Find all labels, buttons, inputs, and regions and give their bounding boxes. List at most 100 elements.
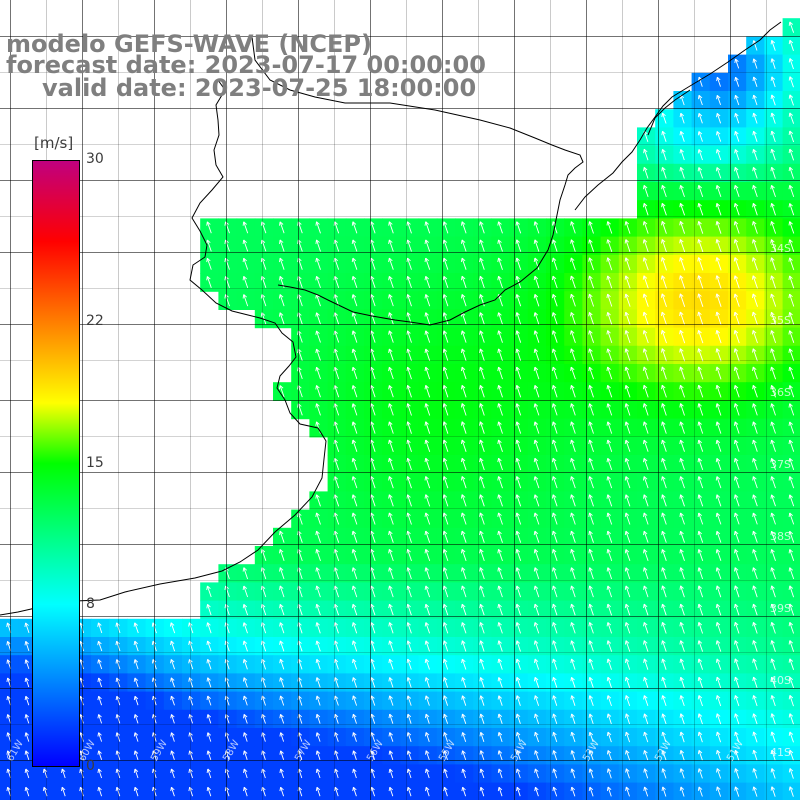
wind-arrow: [770, 221, 777, 234]
wind-arrow: [497, 658, 503, 670]
wind-arrow: [333, 257, 340, 270]
wind-arrow: [643, 658, 649, 670]
wind-arrow: [115, 622, 121, 634]
wind-arrow: [406, 257, 412, 270]
wind-arrow: [133, 622, 139, 634]
wind-arrow: [697, 348, 704, 362]
wind-arrow: [533, 494, 540, 507]
wind-arrow: [551, 239, 558, 252]
wind-cell: [782, 673, 800, 693]
wind-arrow: [770, 512, 776, 525]
wind-arrow: [497, 476, 503, 489]
wind-arrow: [115, 750, 121, 760]
wind-arrow: [388, 312, 394, 325]
wind-arrow: [751, 293, 758, 307]
wind-arrow: [333, 695, 339, 706]
wind-arrow: [333, 677, 339, 688]
wind-arrow: [497, 257, 503, 270]
wind-arrow: [442, 530, 449, 543]
wind-arrow: [643, 731, 649, 743]
wind-arrow: [606, 713, 612, 725]
wind-arrow: [642, 366, 649, 380]
wind-arrow: [643, 549, 649, 561]
wind-arrow: [460, 439, 467, 452]
wind-arrow: [642, 275, 649, 289]
wind-arrow: [315, 494, 321, 507]
wind-arrow: [752, 202, 758, 216]
wind-arrow: [716, 76, 721, 87]
wind-cell: [782, 54, 800, 74]
wind-arrow: [24, 714, 30, 724]
coastline-segment: [0, 79, 327, 616]
wind-arrow: [625, 713, 631, 725]
wind-arrow: [206, 640, 212, 652]
wind-arrow: [679, 621, 685, 634]
wind-arrow: [497, 622, 503, 634]
wind-arrow: [588, 731, 594, 743]
wind-arrow: [515, 312, 522, 325]
wind-arrow: [352, 750, 357, 760]
wind-arrow: [533, 658, 540, 670]
wind-arrow: [351, 294, 358, 307]
wind-arrow: [388, 640, 394, 652]
wind-arrow: [715, 348, 722, 362]
wind-arrow: [715, 621, 722, 634]
model-title: modelo GEFS-WAVE (NCEP): [6, 30, 372, 58]
wind-arrow: [206, 276, 212, 288]
wind-arrow: [497, 239, 503, 252]
wind-arrow: [424, 476, 431, 489]
wind-arrow: [315, 768, 321, 779]
wind-arrow: [697, 220, 704, 234]
wind-arrow: [388, 658, 394, 670]
wind-cell: [782, 527, 800, 547]
wind-arrow: [442, 476, 449, 489]
wind-arrow: [661, 220, 667, 234]
wind-arrow: [679, 220, 686, 234]
wind-arrow: [424, 603, 431, 616]
wind-arrow: [188, 750, 194, 760]
wind-arrow: [424, 548, 431, 562]
wind-arrow: [661, 239, 667, 253]
wind-arrow: [752, 439, 758, 452]
wind-arrow: [479, 421, 485, 434]
wind-arrow: [479, 366, 485, 380]
wind-arrow: [388, 548, 394, 562]
wind-arrow: [442, 348, 449, 362]
wind-arrow: [588, 603, 594, 616]
wind-arrow: [533, 603, 540, 616]
wind-arrow: [406, 658, 412, 670]
wind-arrow: [661, 640, 667, 652]
wind-arrow: [188, 677, 194, 688]
wind-arrow: [333, 403, 340, 416]
wind-arrow: [642, 330, 649, 344]
wind-arrow: [260, 603, 267, 616]
wind-arrow: [279, 549, 285, 561]
wind-arrow: [424, 294, 431, 307]
wind-arrow: [606, 768, 612, 779]
wind-arrow: [315, 603, 321, 616]
wind-arrow: [570, 366, 576, 380]
latitude-label: 37S: [770, 458, 791, 471]
wind-arrow: [606, 567, 613, 580]
wind-arrow: [406, 275, 412, 289]
wind-arrow: [788, 203, 795, 216]
wind-arrow: [643, 148, 649, 161]
wind-arrow: [460, 257, 467, 270]
wind-arrow: [424, 640, 430, 652]
wind-arrow: [533, 421, 540, 434]
wind-arrow: [788, 148, 795, 161]
wind-arrow: [497, 384, 503, 398]
wind-arrow: [679, 257, 686, 271]
wind-arrow: [351, 366, 358, 380]
wind-arrow: [497, 786, 503, 797]
wind-arrow: [461, 658, 467, 670]
wind-arrow: [715, 257, 722, 271]
wind-cell: [782, 91, 800, 110]
wind-arrow: [206, 221, 212, 234]
wind-arrow: [770, 439, 776, 452]
wind-arrow: [260, 549, 267, 561]
wind-arrow: [351, 403, 358, 416]
wind-arrow: [315, 585, 321, 598]
wind-arrow: [315, 732, 321, 742]
